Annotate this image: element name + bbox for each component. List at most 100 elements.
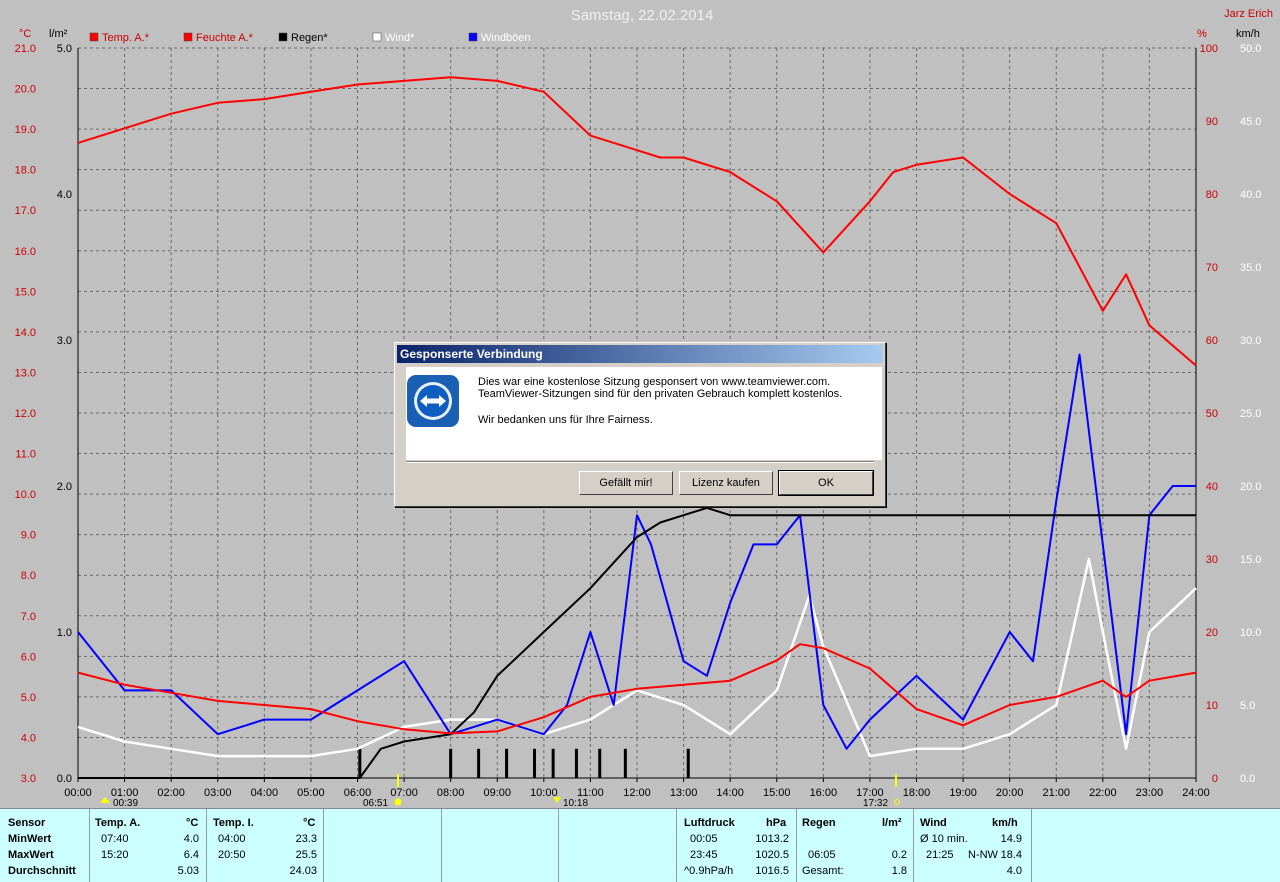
humidity-tick-label: 20 bbox=[1206, 627, 1218, 639]
stats-divider bbox=[796, 809, 797, 882]
temp-tick-label: 5.0 bbox=[21, 692, 36, 704]
humidity-tick-label: 100 bbox=[1200, 43, 1218, 55]
temp-tick-label: 11.0 bbox=[15, 449, 36, 461]
rain-total-value: 1.8 bbox=[891, 865, 907, 877]
temp-tick-label: 15.0 bbox=[15, 286, 36, 298]
x-tick-label: 16:00 bbox=[810, 787, 838, 799]
pressure-unit: hPa bbox=[766, 817, 787, 829]
like-button[interactable]: Gefällt mir! bbox=[579, 471, 673, 495]
x-tick-label: 20:00 bbox=[996, 787, 1024, 799]
rain-tick-label: 1.0 bbox=[57, 627, 72, 639]
weather-chart: 21.0 20.0 19.0 18.0 17.0 16.0 15.0 14.0 13.0 12.0… bbox=[15, 7, 1273, 808]
x-tick-label: 19:00 bbox=[949, 787, 977, 799]
buy-license-button[interactable]: Lizenz kaufen bbox=[679, 471, 773, 495]
humidity-tick-label: 0 bbox=[1212, 773, 1218, 785]
rain-tick-label: 0.0 bbox=[57, 773, 72, 785]
chart-title: Samstag, 22.02.2014 bbox=[571, 7, 714, 24]
legend-swatch bbox=[468, 32, 478, 42]
x-tick-label: 17:00 bbox=[856, 787, 884, 799]
temp-tick-label: 7.0 bbox=[21, 611, 36, 623]
wind-tick-label: 40.0 bbox=[1240, 189, 1261, 201]
temp-tick-label: 10.0 bbox=[15, 489, 36, 501]
temp-tick-label: 12.0 bbox=[15, 408, 36, 420]
marker-sunrise: 06:51 bbox=[363, 798, 388, 808]
unit-wind: km/h bbox=[1236, 28, 1260, 40]
rain-total-label: Gesamt: bbox=[802, 865, 844, 877]
stats-divider bbox=[913, 809, 914, 882]
stats-divider bbox=[323, 809, 324, 882]
x-tick-label: 24:00 bbox=[1182, 787, 1210, 799]
temp-tick-label: 19.0 bbox=[15, 124, 36, 136]
temp-tick-label: 3.0 bbox=[21, 773, 36, 785]
temp-i-max-value: 25.5 bbox=[295, 849, 317, 861]
humidity-tick-label: 10 bbox=[1206, 700, 1218, 712]
series-line-2 bbox=[78, 506, 1196, 779]
temp-tick-label: 20.0 bbox=[15, 84, 36, 96]
marker-sunset: 17:32 bbox=[863, 798, 888, 808]
pressure-max-time: 23:45 bbox=[690, 849, 718, 861]
marker-t1-triangle bbox=[100, 797, 110, 803]
x-tick-label: 21:00 bbox=[1042, 787, 1070, 799]
wind-max-direction: N-NW bbox=[968, 849, 998, 861]
temp-a-header: Temp. A. bbox=[95, 817, 141, 829]
temp-a-min-value: 4.0 bbox=[183, 833, 199, 845]
rain-tick-label: 5.0 bbox=[57, 43, 72, 55]
temp-a-unit: °C bbox=[186, 817, 199, 829]
stats-divider bbox=[1031, 809, 1032, 882]
temp-tick-label: 14.0 bbox=[15, 327, 36, 339]
x-tick-label: 18:00 bbox=[903, 787, 931, 799]
time-markers: 00:39 06:51 10:18 17:32 bbox=[100, 774, 900, 808]
unit-temp: °C bbox=[19, 28, 31, 40]
stats-divider bbox=[676, 809, 677, 882]
temp-a-max-time: 15:20 bbox=[101, 849, 129, 861]
marker-t2: 10:18 bbox=[563, 798, 588, 808]
rain-header: Regen bbox=[802, 817, 836, 829]
x-tick-label: 12:00 bbox=[623, 787, 651, 799]
unit-rain: l/m² bbox=[49, 28, 68, 40]
wind-tick-label: 25.0 bbox=[1240, 408, 1261, 420]
max-label: MaxWert bbox=[8, 849, 54, 861]
x-tick-label: 14:00 bbox=[716, 787, 744, 799]
temp-i-min-time: 04:00 bbox=[218, 833, 246, 845]
rain-tick-label: 3.0 bbox=[57, 335, 72, 347]
x-tick-label: 03:00 bbox=[204, 787, 232, 799]
x-tick-label: 07:00 bbox=[390, 787, 418, 799]
legend-swatch bbox=[278, 32, 288, 42]
temp-i-max-time: 20:50 bbox=[218, 849, 246, 861]
moon-icon bbox=[894, 799, 900, 805]
x-tick-label: 09:00 bbox=[483, 787, 511, 799]
avg-label: Durchschnitt bbox=[8, 865, 76, 877]
temp-i-unit: °C bbox=[303, 817, 316, 829]
temp-tick-label: 9.0 bbox=[21, 530, 36, 542]
wind-tick-label: 10.0 bbox=[1240, 627, 1261, 639]
legend-swatch bbox=[183, 32, 193, 42]
pressure-max-value: 1020.5 bbox=[755, 849, 789, 861]
wind-avg10-value: 14.9 bbox=[1000, 833, 1022, 845]
wind-header: Wind bbox=[920, 817, 947, 829]
temp-tick-label: 6.0 bbox=[21, 651, 36, 663]
dialog-message: Dies war eine kostenlose Sitzung gespons… bbox=[478, 376, 842, 426]
stats-divider bbox=[441, 809, 442, 882]
series-line-1 bbox=[77, 76, 1197, 367]
temp-tick-label: 17.0 bbox=[15, 205, 36, 217]
humidity-tick-label: 70 bbox=[1206, 262, 1218, 274]
x-tick-label: 05:00 bbox=[297, 787, 325, 799]
x-tick-label: 02:00 bbox=[157, 787, 185, 799]
teamviewer-logo-icon bbox=[407, 375, 459, 427]
humidity-tick-label: 40 bbox=[1206, 481, 1218, 493]
statistics-panel: Sensor MinWert MaxWert Durchschnitt Temp… bbox=[0, 808, 1280, 882]
chart-series bbox=[77, 76, 1197, 779]
dialog-titlebar[interactable]: Gesponserte Verbindung bbox=[397, 345, 883, 363]
wind-tick-label: 50.0 bbox=[1240, 43, 1261, 55]
series-line-4 bbox=[77, 353, 1196, 750]
ok-button[interactable]: OK bbox=[778, 470, 874, 496]
rain-unit: l/m² bbox=[882, 817, 902, 829]
stats-divider bbox=[89, 809, 90, 882]
legend-label: Feuchte A.* bbox=[196, 32, 254, 44]
x-tick-label: 00:00 bbox=[64, 787, 92, 799]
wind-tick-label: 15.0 bbox=[1240, 554, 1261, 566]
humidity-tick-label: 60 bbox=[1206, 335, 1218, 347]
chart-legend: Temp. A.* Feuchte A.* Regen* Wind* Windböen bbox=[89, 32, 531, 44]
marker-t1: 00:39 bbox=[113, 798, 138, 808]
x-tick-label: 10:00 bbox=[530, 787, 558, 799]
